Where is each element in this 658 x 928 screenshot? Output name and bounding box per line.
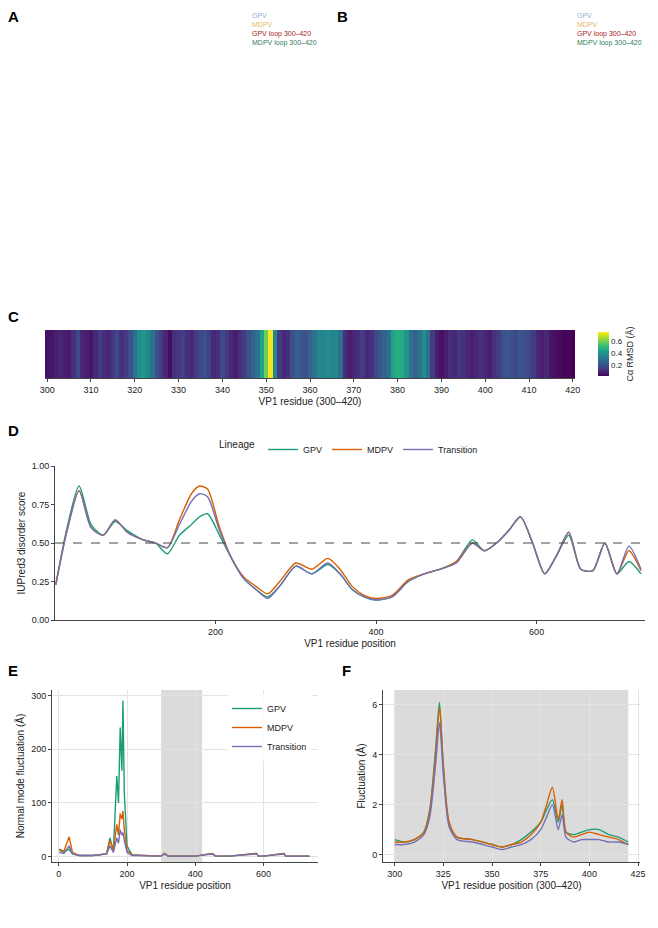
- svg-text:GPV loop 300–420: GPV loop 300–420: [577, 30, 636, 38]
- svg-text:0.2: 0.2: [611, 361, 623, 370]
- svg-text:400: 400: [582, 869, 597, 879]
- svg-text:D: D: [8, 422, 19, 439]
- svg-text:Transition: Transition: [267, 742, 306, 752]
- svg-text:360: 360: [302, 385, 317, 395]
- svg-text:330: 330: [171, 385, 186, 395]
- svg-text:0: 0: [41, 852, 46, 862]
- svg-text:200: 200: [120, 869, 135, 879]
- svg-text:410: 410: [521, 385, 536, 395]
- svg-text:600: 600: [529, 627, 544, 637]
- svg-text:350: 350: [259, 385, 274, 395]
- svg-text:0.4: 0.4: [611, 349, 623, 358]
- svg-text:350: 350: [485, 869, 500, 879]
- svg-text:1.00: 1.00: [32, 461, 50, 471]
- svg-text:400: 400: [478, 385, 493, 395]
- svg-text:IUPred3 disorder score: IUPred3 disorder score: [16, 491, 27, 594]
- svg-text:4: 4: [372, 750, 377, 760]
- svg-text:A: A: [8, 8, 19, 25]
- svg-text:MDPV: MDPV: [367, 445, 393, 455]
- svg-text:380: 380: [390, 385, 405, 395]
- svg-text:2: 2: [372, 800, 377, 810]
- svg-text:0.50: 0.50: [32, 538, 50, 548]
- svg-text:400: 400: [188, 869, 203, 879]
- svg-text:Normal mode fluctuation (Å): Normal mode fluctuation (Å): [14, 714, 26, 839]
- svg-text:MDPV: MDPV: [577, 21, 598, 28]
- svg-text:MDPV: MDPV: [267, 723, 293, 733]
- svg-text:425: 425: [631, 869, 646, 879]
- svg-text:GPV loop 300–420: GPV loop 300–420: [252, 30, 311, 38]
- svg-text:0.6: 0.6: [611, 337, 623, 346]
- svg-text:0.25: 0.25: [32, 577, 50, 587]
- svg-text:B: B: [337, 8, 348, 25]
- svg-text:0: 0: [56, 869, 61, 879]
- svg-text:VP1 residue position: VP1 residue position: [304, 638, 396, 649]
- svg-text:300: 300: [31, 691, 46, 701]
- svg-text:E: E: [8, 662, 18, 679]
- svg-text:0.75: 0.75: [32, 500, 50, 510]
- svg-text:C: C: [8, 308, 19, 325]
- svg-text:GPV: GPV: [252, 12, 267, 19]
- svg-text:6: 6: [372, 700, 377, 710]
- svg-text:375: 375: [533, 869, 548, 879]
- svg-text:200: 200: [208, 627, 223, 637]
- svg-text:300: 300: [387, 869, 402, 879]
- svg-text:400: 400: [369, 627, 384, 637]
- svg-text:0.00: 0.00: [32, 615, 50, 625]
- svg-text:MDPV: MDPV: [252, 21, 273, 28]
- svg-text:390: 390: [434, 385, 449, 395]
- svg-text:MDPV loop 300–420: MDPV loop 300–420: [252, 39, 317, 47]
- svg-text:VP1 residue position: VP1 residue position: [139, 880, 231, 891]
- svg-text:300: 300: [40, 385, 55, 395]
- svg-text:GPV: GPV: [267, 704, 286, 714]
- svg-text:F: F: [342, 662, 351, 679]
- svg-text:GPV: GPV: [577, 12, 592, 19]
- svg-text:VP1 residue (300–420): VP1 residue (300–420): [259, 396, 362, 407]
- svg-text:310: 310: [83, 385, 98, 395]
- svg-text:Transition: Transition: [438, 445, 477, 455]
- svg-text:100: 100: [31, 798, 46, 808]
- svg-text:MDPV loop 300–420: MDPV loop 300–420: [577, 39, 642, 47]
- svg-text:420: 420: [565, 385, 580, 395]
- svg-text:320: 320: [127, 385, 142, 395]
- svg-text:325: 325: [436, 869, 451, 879]
- svg-text:200: 200: [31, 744, 46, 754]
- svg-text:0: 0: [372, 850, 377, 860]
- svg-text:GPV: GPV: [303, 445, 322, 455]
- svg-text:370: 370: [346, 385, 361, 395]
- svg-text:VP1 residue position (300–420): VP1 residue position (300–420): [441, 880, 581, 891]
- svg-text:600: 600: [256, 869, 271, 879]
- svg-text:Fluctuation (Å): Fluctuation (Å): [355, 743, 367, 808]
- svg-text:340: 340: [215, 385, 230, 395]
- svg-text:Lineage: Lineage: [219, 439, 255, 450]
- svg-text:Cα RMSD (Å): Cα RMSD (Å): [625, 326, 635, 381]
